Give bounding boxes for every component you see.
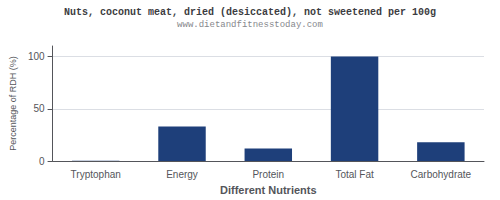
svg-text:Nuts, coconut meat, dried (des: Nuts, coconut meat, dried (desiccated), … (64, 7, 436, 18)
svg-text:Protein: Protein (252, 169, 284, 180)
svg-text:Different Nutrients: Different Nutrients (220, 184, 317, 196)
svg-text:Tryptophan: Tryptophan (71, 169, 121, 180)
svg-text:Energy: Energy (166, 169, 198, 180)
svg-text:0: 0 (39, 156, 45, 167)
svg-text:100: 100 (28, 51, 45, 62)
svg-text:www.dietandfitnesstoday.com: www.dietandfitnesstoday.com (177, 20, 323, 30)
svg-text:Total Fat: Total Fat (335, 169, 374, 180)
svg-text:50: 50 (33, 103, 45, 114)
svg-text:Percentage of RDH (%): Percentage of RDH (%) (8, 56, 18, 151)
svg-text:Carbohydrate: Carbohydrate (411, 169, 472, 180)
